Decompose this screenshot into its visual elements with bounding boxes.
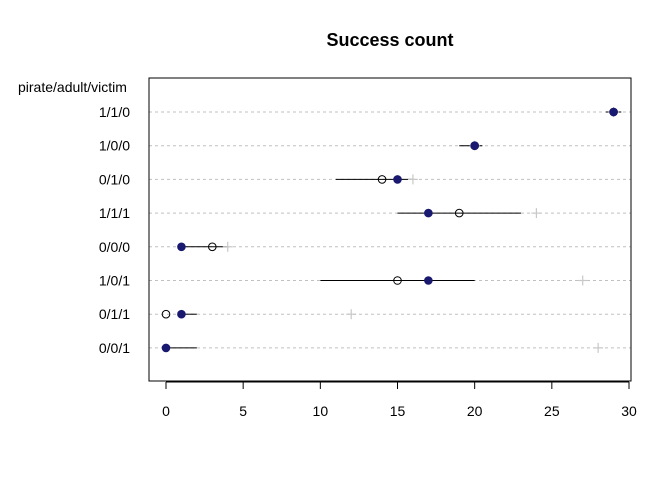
y-category-labels: 1/1/0 1/0/0 0/1/0 1/1/1 0/0/0 1/0/1 0/1/1 0/0/1 bbox=[99, 104, 130, 356]
x-axis: 0 5 10 15 20 25 30 bbox=[162, 381, 637, 419]
grid-lines bbox=[149, 111, 631, 349]
plus-marker bbox=[577, 275, 588, 286]
filled-point bbox=[609, 107, 618, 117]
y-tick-label: 0/0/0 bbox=[99, 239, 130, 255]
plot-box bbox=[148, 77, 632, 382]
plus-marker bbox=[407, 174, 418, 185]
filled-point bbox=[177, 242, 186, 252]
filled-point bbox=[161, 343, 171, 353]
y-tick-label: 1/0/1 bbox=[99, 273, 130, 289]
open-point bbox=[208, 242, 217, 252]
x-tick-label: 5 bbox=[239, 403, 247, 419]
plus-marker bbox=[346, 309, 357, 320]
interval-lines bbox=[166, 111, 622, 349]
x-tick-label: 30 bbox=[621, 403, 637, 419]
y-axis-label: pirate/adult/victim bbox=[18, 79, 127, 95]
plus-marker bbox=[593, 342, 604, 353]
filled-point bbox=[393, 175, 402, 184]
data-points bbox=[161, 107, 619, 353]
filled-point bbox=[424, 208, 433, 218]
x-tick-label: 25 bbox=[544, 403, 560, 419]
filled-point bbox=[177, 309, 186, 319]
y-tick-label: 1/1/0 bbox=[99, 104, 130, 120]
x-tick-label: 0 bbox=[162, 403, 170, 419]
open-point bbox=[393, 276, 402, 285]
filled-point bbox=[424, 276, 433, 285]
filled-point bbox=[470, 141, 479, 150]
x-tick-label: 10 bbox=[313, 403, 329, 419]
plus-marker bbox=[222, 241, 233, 252]
y-tick-label: 0/1/1 bbox=[99, 306, 130, 322]
open-point bbox=[454, 208, 464, 218]
y-tick-label: 0/0/1 bbox=[99, 340, 130, 356]
y-tick-label: 1/1/1 bbox=[99, 205, 130, 221]
plus-marker bbox=[531, 208, 542, 219]
y-tick-label: 0/1/0 bbox=[99, 171, 130, 187]
chart-title: Success count bbox=[326, 30, 453, 50]
open-point bbox=[161, 309, 171, 319]
x-tick-label: 15 bbox=[390, 403, 406, 419]
y-tick-label: 1/0/0 bbox=[99, 138, 130, 154]
x-tick-label: 20 bbox=[467, 403, 483, 419]
open-point bbox=[377, 175, 387, 184]
